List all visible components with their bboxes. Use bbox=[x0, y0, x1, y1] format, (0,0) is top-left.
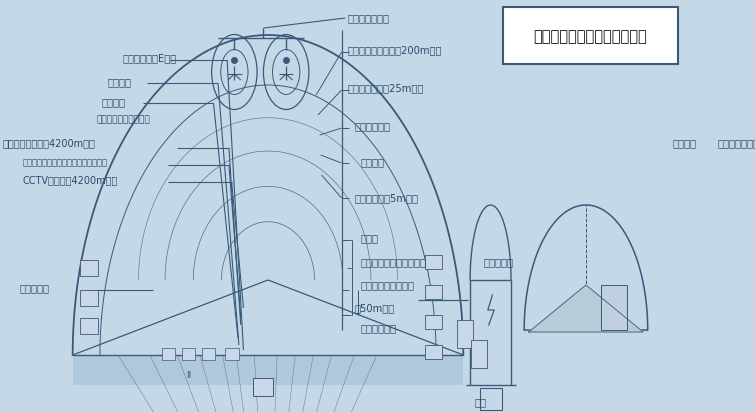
Text: 非常電話（押ボタン式通報装置併設）: 非常電話（押ボタン式通報装置併設） bbox=[23, 159, 108, 168]
Bar bbox=[457, 320, 473, 348]
FancyBboxPatch shape bbox=[504, 7, 678, 64]
Bar bbox=[80, 260, 98, 276]
Bar bbox=[80, 290, 98, 306]
Text: CCTVカメラ結4200m間隔: CCTVカメラ結4200m間隔 bbox=[23, 175, 118, 185]
Text: ドア: ドア bbox=[474, 397, 486, 407]
Bar bbox=[80, 318, 98, 334]
Text: 避難誘導表示板: 避難誘導表示板 bbox=[718, 138, 755, 148]
Text: 非常口表示灯: 非常口表示灯 bbox=[361, 323, 396, 333]
Bar bbox=[470, 340, 487, 368]
Text: 非常駐車帯: 非常駐車帯 bbox=[20, 283, 50, 293]
Text: 拡声放送: 拡声放送 bbox=[107, 77, 131, 87]
Bar bbox=[182, 348, 196, 360]
Bar bbox=[202, 348, 215, 360]
Text: 結50m間隔: 結50m間隔 bbox=[354, 303, 395, 313]
Text: 避難連絡坑: 避難連絡坑 bbox=[483, 257, 513, 267]
Text: ラジオ再放送: ラジオ再放送 bbox=[354, 121, 390, 131]
Text: 非常電話表示灯結4200m間隔: 非常電話表示灯結4200m間隔 bbox=[3, 138, 96, 148]
Bar bbox=[602, 285, 627, 330]
Text: 水噴霧ノズル5m間隔: 水噴霧ノズル5m間隔 bbox=[354, 193, 418, 203]
Text: トンネル内非常用設備概要図: トンネル内非常用設備概要図 bbox=[534, 30, 647, 44]
Bar bbox=[425, 255, 442, 269]
Text: 照明灯具: 照明灯具 bbox=[672, 138, 696, 148]
Bar bbox=[479, 388, 502, 410]
Bar bbox=[425, 285, 442, 299]
Text: II: II bbox=[186, 370, 192, 379]
Bar bbox=[425, 315, 442, 329]
Text: （漏洩同軸ケーブル）: （漏洩同軸ケーブル） bbox=[97, 115, 150, 124]
Bar bbox=[252, 378, 273, 396]
Polygon shape bbox=[528, 285, 643, 332]
Text: 火烎検知器：絔25m間隔: 火烎検知器：絔25m間隔 bbox=[348, 83, 424, 93]
Text: ジェットファン: ジェットファン bbox=[348, 13, 390, 23]
Bar bbox=[72, 355, 464, 385]
Bar bbox=[425, 345, 442, 359]
Bar bbox=[225, 348, 239, 360]
Bar bbox=[162, 348, 175, 360]
Text: 避難誘導表示板：結200m間隔: 避難誘導表示板：結200m間隔 bbox=[348, 45, 442, 55]
Text: 照明灯具: 照明灯具 bbox=[361, 157, 384, 167]
Text: 警報標示板（E型）: 警報標示板（E型） bbox=[122, 53, 177, 63]
Text: 消火器: 消火器 bbox=[361, 233, 379, 243]
Text: 消火栓　水噴霧用自動弁: 消火栓 水噴霧用自動弁 bbox=[361, 257, 427, 267]
Text: 押ボタン式通報装置: 押ボタン式通報装置 bbox=[361, 280, 414, 290]
Text: 移動無線: 移動無線 bbox=[102, 97, 126, 107]
